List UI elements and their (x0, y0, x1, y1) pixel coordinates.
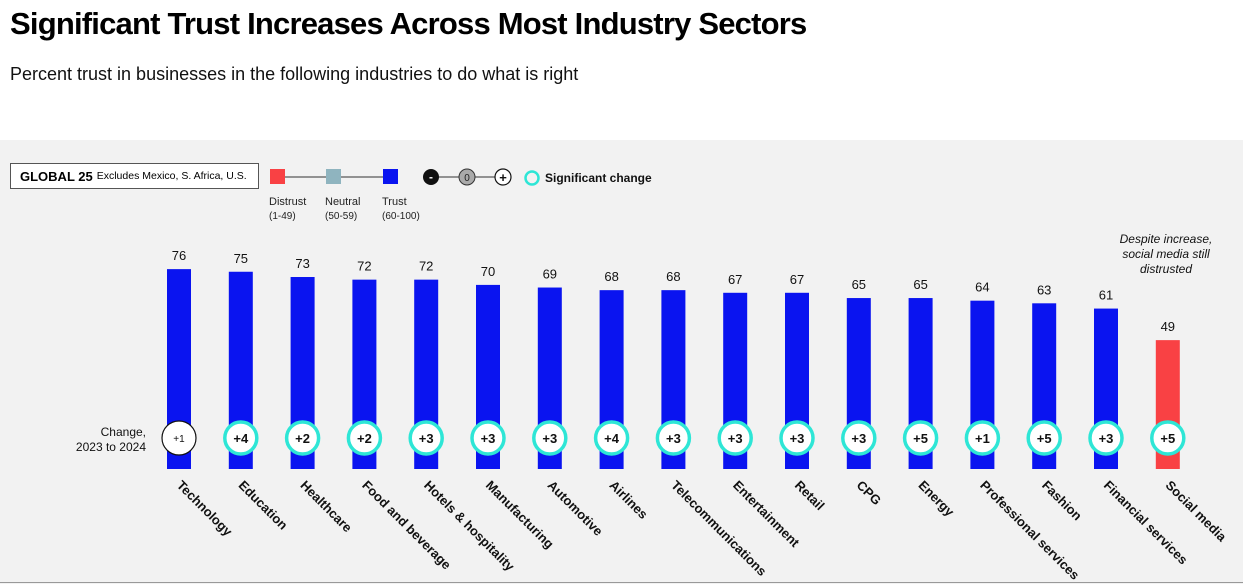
change-circle-11 (841, 420, 877, 456)
legend-minus-label: - (429, 170, 433, 184)
value-label-8: 68 (666, 269, 680, 284)
legend-range-trust: (60-100) (382, 211, 420, 222)
change-circle-3 (346, 420, 383, 456)
legend-swatch-neutral (326, 169, 341, 184)
value-label-15: 61 (1099, 288, 1113, 303)
change-label-0: +1 (173, 434, 185, 445)
minus-circle-icon (423, 169, 439, 185)
value-label-2: 73 (295, 256, 309, 271)
plus-circle-icon (494, 168, 512, 186)
value-label-16: 49 (1161, 319, 1175, 334)
page-title: Significant Trust Increases Across Most … (10, 6, 807, 41)
category-label-1: Education (236, 478, 291, 533)
change-label-11: +3 (851, 431, 866, 446)
bottom-rule (0, 582, 1243, 583)
change-label-3: +2 (357, 431, 372, 446)
legend-range-neutral: (50-59) (325, 211, 357, 222)
category-label-14: Fashion (1039, 478, 1085, 524)
value-label-9: 67 (728, 272, 742, 287)
change-circle-15 (1088, 420, 1124, 456)
change-label-12: +5 (913, 431, 928, 446)
significant-change-icon (524, 170, 540, 186)
annotation-line-2: distrusted (1140, 262, 1192, 276)
value-label-6: 69 (543, 267, 557, 282)
value-label-0: 76 (172, 248, 186, 263)
change-label-13: +1 (975, 431, 990, 446)
legend-swatch-distrust (270, 169, 285, 184)
change-label-8: +3 (666, 431, 681, 446)
change-circle-12 (902, 420, 939, 456)
legend-label-trust: Trust (382, 196, 407, 208)
legend-significant-label: Significant change (545, 171, 652, 185)
change-circle-13 (964, 420, 1001, 456)
change-label-1: +4 (233, 431, 249, 446)
category-label-16: Social media (1163, 478, 1230, 545)
category-label-6: Automotive (545, 478, 606, 539)
value-label-13: 64 (975, 280, 989, 295)
value-label-12: 65 (913, 277, 927, 292)
category-label-11: CPG (854, 478, 885, 509)
value-label-14: 63 (1037, 282, 1051, 297)
category-label-12: Energy (915, 478, 957, 520)
legend-zero-label: 0 (464, 173, 470, 184)
change-circle-1 (223, 420, 259, 456)
change-label-15: +3 (1099, 431, 1114, 446)
zero-circle-icon (458, 168, 476, 186)
category-label-2: Healthcare (297, 478, 355, 536)
category-label-7: Airlines (606, 478, 650, 522)
change-circle-14 (1026, 420, 1062, 456)
change-label-4: +3 (419, 431, 434, 446)
change-circle-0 (161, 420, 197, 456)
scope-note: Excludes Mexico, S. Africa, U.S. (96, 170, 247, 182)
change-circle-2 (284, 420, 321, 456)
scope-box: GLOBAL 25 Excludes Mexico, S. Africa, U.… (10, 163, 259, 189)
change-row-label-line1: Change, (101, 425, 146, 439)
change-label-16: +5 (1160, 431, 1175, 446)
change-label-5: +3 (481, 431, 496, 446)
legend-range-distrust: (1-49) (269, 211, 296, 222)
change-label-7: +4 (604, 431, 620, 446)
change-circle-9 (717, 420, 753, 456)
annotation-line-0: Despite increase, (1120, 232, 1213, 246)
change-circle-7 (593, 420, 630, 456)
scope-label: GLOBAL 25 (20, 168, 93, 184)
change-circle-5 (470, 420, 506, 456)
value-label-5: 70 (481, 264, 495, 279)
legend-plus-label: + (499, 170, 507, 185)
value-label-7: 68 (604, 269, 618, 284)
page-subtitle: Percent trust in businesses in the follo… (10, 64, 579, 84)
value-label-10: 67 (790, 272, 804, 287)
change-label-9: +3 (728, 431, 743, 446)
change-label-10: +3 (790, 431, 805, 446)
category-label-10: Retail (792, 478, 828, 514)
change-row-label-line2: 2023 to 2024 (76, 440, 146, 454)
change-label-2: +2 (295, 431, 310, 446)
category-label-0: Technology (174, 478, 236, 540)
change-label-14: +5 (1037, 431, 1052, 446)
legend-swatch-trust (383, 169, 398, 184)
value-label-3: 72 (357, 259, 371, 274)
change-label-6: +3 (542, 431, 557, 446)
change-circle-16 (1150, 420, 1186, 456)
change-circle-8 (655, 420, 692, 456)
value-label-1: 75 (234, 251, 248, 266)
legend-label-neutral: Neutral (325, 196, 360, 208)
change-circle-4 (408, 420, 444, 456)
value-label-4: 72 (419, 259, 433, 274)
legend-label-distrust: Distrust (269, 196, 306, 208)
value-label-11: 65 (852, 277, 866, 292)
annotation-line-1: social media still (1122, 247, 1210, 261)
change-circle-6 (532, 420, 568, 456)
change-circle-10 (779, 420, 815, 456)
